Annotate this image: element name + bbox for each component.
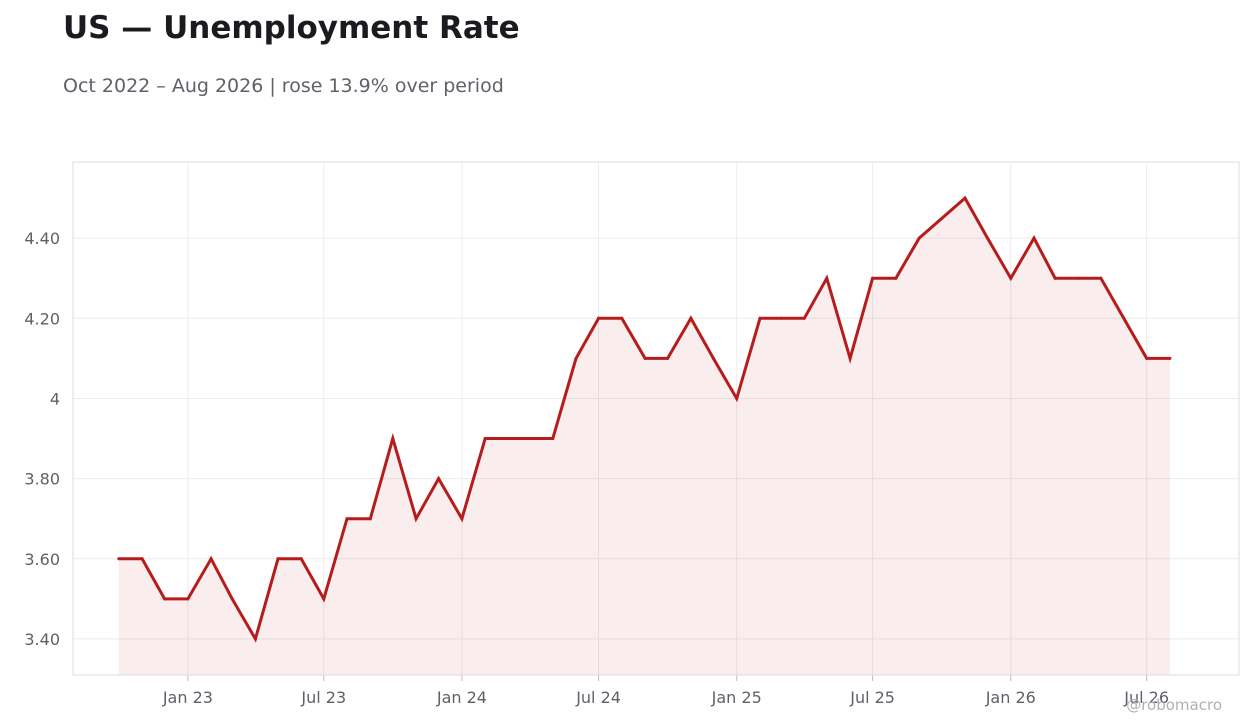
x-tick-label: Jul 26 (1123, 688, 1169, 707)
data-point (368, 517, 372, 521)
data-point (825, 276, 829, 280)
data-point (1099, 276, 1103, 280)
data-point (894, 276, 898, 280)
data-point (483, 437, 487, 440)
data-point (322, 597, 326, 601)
y-tick-label: 4.40 (24, 229, 60, 248)
chart-subtitle: Oct 2022 – Aug 2026 | rose 13.9% over pe… (63, 75, 504, 97)
data-point (986, 236, 989, 240)
data-point (1053, 276, 1057, 280)
data-point (779, 316, 783, 320)
data-point (209, 557, 213, 561)
data-point (597, 316, 601, 320)
data-point (460, 517, 464, 521)
x-tick-label: Jul 23 (300, 688, 346, 707)
data-point (689, 316, 693, 320)
data-point (758, 316, 762, 320)
data-point (276, 557, 280, 561)
data-point (140, 557, 144, 561)
data-point (1145, 356, 1149, 360)
data-point (666, 356, 670, 360)
area-fill (118, 198, 1170, 675)
y-tick-label: 3.40 (24, 630, 60, 649)
y-tick-label: 3.80 (24, 470, 60, 489)
data-point (230, 597, 234, 601)
x-tick-label: Jul 25 (849, 688, 895, 707)
data-point (551, 437, 555, 440)
data-point (414, 517, 418, 521)
data-point (505, 437, 509, 440)
data-point (253, 637, 257, 641)
x-tick-label: Jan 26 (985, 688, 1036, 707)
data-point (163, 597, 167, 601)
x-tick-label: Jan 24 (436, 688, 487, 707)
data-point (802, 316, 806, 320)
data-point (711, 356, 715, 360)
data-point (528, 437, 532, 440)
data-point (1009, 276, 1013, 280)
data-point (620, 316, 624, 320)
data-point (117, 557, 121, 561)
plot-frame (72, 161, 1240, 676)
data-point (1076, 276, 1080, 280)
data-point (963, 196, 967, 200)
labels-layer: 3.40 3.60 3.80 4 4.20 4.40 Jan 23 Jul 23 Jan 24 J… (24, 229, 1169, 707)
data-point (391, 437, 395, 440)
grid-layer (73, 162, 1239, 681)
data-point (186, 597, 190, 601)
points-layer (117, 196, 1172, 641)
watermark: @robomacro (1126, 696, 1222, 714)
data-point (299, 557, 303, 561)
data-point (917, 236, 921, 240)
data-point (1032, 236, 1036, 240)
y-tick-label: 4.20 (24, 309, 60, 328)
data-point (1168, 356, 1172, 360)
data-point (871, 276, 875, 280)
y-tick-label: 4 (50, 389, 60, 408)
data-point (574, 356, 578, 360)
data-point (437, 477, 441, 481)
x-tick-label: Jan 23 (162, 688, 213, 707)
x-tick-label: Jul 24 (575, 688, 621, 707)
x-tick-label: Jan 25 (711, 688, 762, 707)
y-tick-label: 3.60 (24, 550, 60, 569)
data-point (345, 517, 349, 521)
data-point (643, 356, 647, 360)
data-point (735, 397, 739, 400)
data-point (848, 356, 852, 360)
chart-title: US — Unemployment Rate (63, 10, 520, 46)
